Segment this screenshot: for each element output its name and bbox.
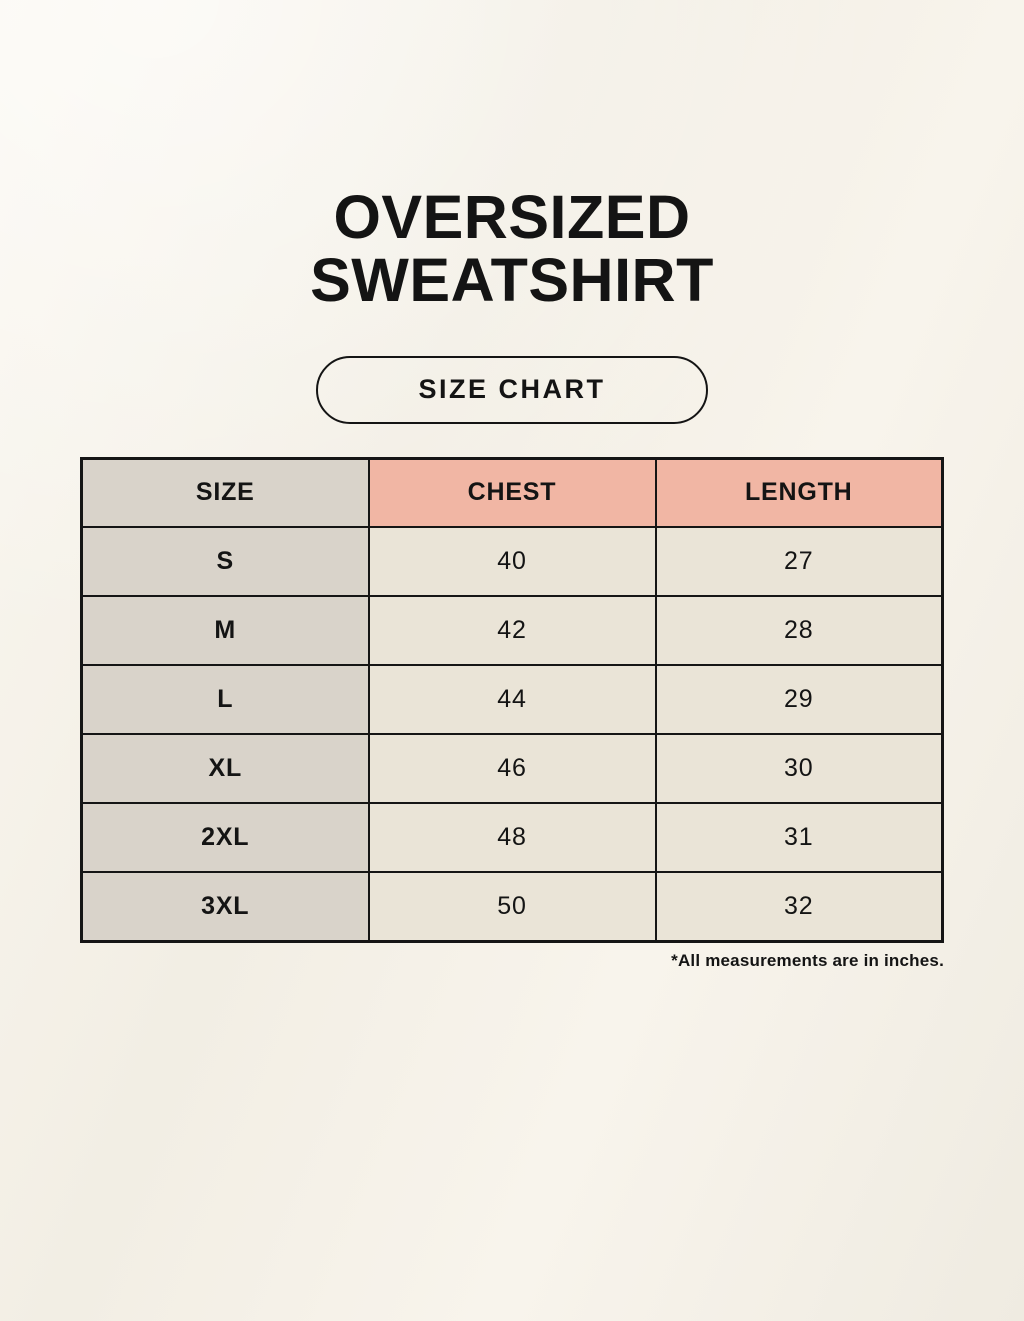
product-title-line1: OVERSIZED <box>333 183 691 251</box>
size-cell: S <box>80 526 370 598</box>
table-row: XL 46 30 <box>80 733 944 805</box>
length-cell: 27 <box>654 526 944 598</box>
column-header-size: SIZE <box>80 457 370 529</box>
size-chart-badge: SIZE CHART <box>316 355 708 424</box>
table-row: L 44 29 <box>80 664 944 736</box>
chest-cell: 50 <box>367 871 657 943</box>
size-table-header: SIZE CHEST LENGTH <box>80 457 944 529</box>
length-cell: 28 <box>654 595 944 667</box>
product-title-line2: SWEATSHIRT <box>310 245 714 314</box>
size-table: SIZE CHEST LENGTH S 40 27 M 42 28 L 44 29 XL 46 30 2… <box>80 456 944 943</box>
chest-cell: 42 <box>367 595 657 667</box>
chest-cell: 44 <box>367 664 657 736</box>
size-cell: M <box>80 595 370 667</box>
chest-cell: 40 <box>367 526 657 598</box>
product-title: OVERSIZED SWEATSHIRT <box>0 0 1024 312</box>
length-cell: 29 <box>654 664 944 736</box>
header-row: SIZE CHEST LENGTH <box>80 457 944 529</box>
size-cell: 2XL <box>80 802 370 874</box>
length-cell: 30 <box>654 733 944 805</box>
column-header-chest: CHEST <box>367 457 657 529</box>
length-cell: 31 <box>654 802 944 874</box>
table-row: 3XL 50 32 <box>80 871 944 943</box>
chest-cell: 48 <box>367 802 657 874</box>
column-header-length: LENGTH <box>654 457 944 529</box>
table-row: M 42 28 <box>80 595 944 667</box>
size-chart-badge-wrap: SIZE CHART <box>0 355 1024 424</box>
measurements-footnote: *All measurements are in inches. <box>671 950 944 970</box>
size-table-body: S 40 27 M 42 28 L 44 29 XL 46 30 2XL 48 31 3XL 50 32 <box>80 526 944 943</box>
size-cell: L <box>80 664 370 736</box>
length-cell: 32 <box>654 871 944 943</box>
chest-cell: 46 <box>367 733 657 805</box>
table-row: 2XL 48 31 <box>80 802 944 874</box>
size-cell: XL <box>80 733 370 805</box>
size-cell: 3XL <box>80 871 370 943</box>
table-row: S 40 27 <box>80 526 944 598</box>
